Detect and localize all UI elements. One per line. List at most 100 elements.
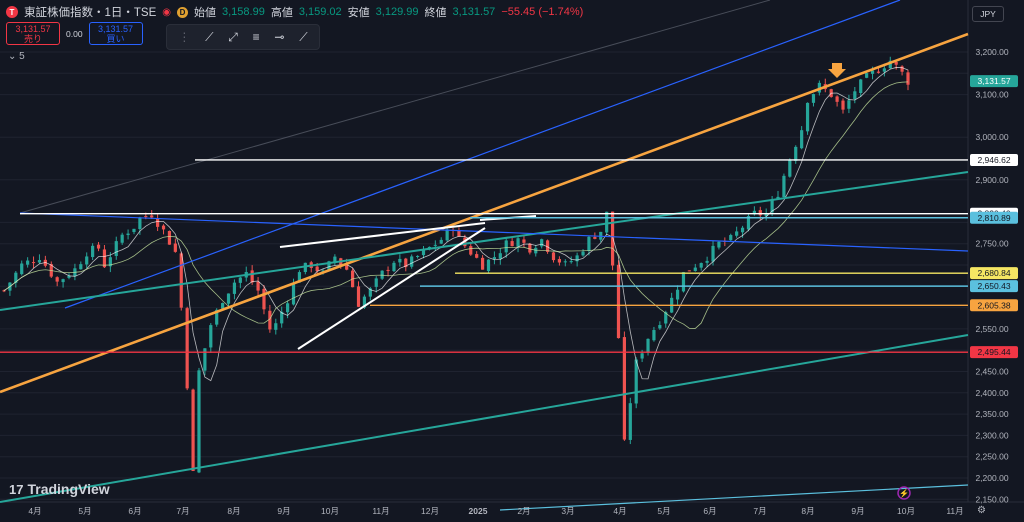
- event-marker-icon[interactable]: [897, 486, 911, 500]
- candle-body: [232, 282, 237, 294]
- blue-channel-bottom[interactable]: [499, 484, 969, 511]
- tradingview-logo[interactable]: 17 TradingView: [9, 481, 110, 497]
- candle-body: [498, 253, 502, 259]
- price-level-tag: [970, 267, 1018, 280]
- candle-body: [126, 233, 130, 236]
- candle-body: [675, 289, 680, 300]
- spread-value: 0.00: [66, 28, 83, 39]
- trend-line-icon[interactable]: ⟋: [205, 29, 214, 44]
- price-level-tag: [970, 346, 1018, 359]
- candle-body: [516, 238, 520, 247]
- candle-body: [551, 252, 556, 261]
- candle-body: [221, 303, 225, 309]
- tradingview-mark-icon: 17: [9, 481, 24, 497]
- candle-body: [605, 211, 609, 233]
- candle-body: [415, 255, 420, 257]
- horizontal-ray-icon[interactable]: ⊸: [274, 30, 285, 44]
- ray-icon[interactable]: ⤢: [228, 29, 238, 44]
- price-level-tag: [970, 299, 1018, 312]
- price-level-label: 2,810.89: [977, 213, 1010, 223]
- candle-body: [209, 325, 213, 348]
- candle-body: [782, 175, 786, 198]
- candle-body: [540, 239, 544, 247]
- candle-body: [811, 94, 816, 103]
- dividend-badge[interactable]: D: [177, 6, 188, 18]
- green-channel-upper[interactable]: [0, 171, 969, 311]
- candle-body: [640, 353, 644, 359]
- candle-body: [475, 254, 479, 258]
- drag-handle-icon[interactable]: ⋮: [178, 30, 191, 44]
- white-wedge-upper[interactable]: [279, 222, 486, 248]
- sell-label: 売り: [23, 34, 42, 44]
- candle-body: [717, 241, 721, 248]
- extended-line-icon[interactable]: ⟋: [299, 29, 308, 44]
- candle-body: [197, 370, 201, 473]
- candle-body: [735, 231, 739, 236]
- candle-body: [256, 281, 260, 291]
- candle-body: [67, 275, 71, 278]
- open-label: 始値: [194, 7, 216, 19]
- orange-trend-line[interactable]: [0, 32, 969, 394]
- x-tick-label: 10月: [897, 506, 915, 516]
- y-tick-label: 2,900.00: [975, 175, 1008, 185]
- candle-body: [764, 213, 768, 217]
- candle-body: [102, 249, 107, 268]
- sell-button[interactable]: 3,131.57 売り: [6, 22, 60, 45]
- x-tick-label: 4月: [28, 506, 41, 516]
- candle-body: [167, 230, 172, 245]
- candle-body: [628, 403, 632, 440]
- x-tick-label: 7月: [753, 506, 766, 516]
- y-tick-label: 3,200.00: [975, 47, 1008, 57]
- candle-body: [144, 216, 148, 218]
- parallel-channel-icon[interactable]: ≡: [252, 30, 260, 44]
- candle-body: [504, 240, 508, 253]
- candle-body: [20, 263, 24, 275]
- candle-body: [486, 259, 491, 272]
- currency-selector[interactable]: JPY: [972, 6, 1004, 22]
- candle-body: [191, 389, 195, 472]
- buy-price: 3,131.57: [98, 24, 134, 34]
- candle-body: [545, 240, 550, 252]
- candle-body: [693, 267, 697, 271]
- candle-body: [291, 282, 296, 305]
- candle-body: [776, 196, 780, 200]
- candle-body: [805, 102, 810, 132]
- candle-body: [752, 210, 756, 215]
- gear-icon[interactable]: ⚙: [977, 505, 986, 516]
- event-marker-glyph: ⚡: [899, 488, 909, 498]
- x-tick-label: 6月: [128, 506, 141, 516]
- candle-body: [699, 263, 703, 268]
- symbol-title[interactable]: 東証株価指数・1日・TSE: [24, 7, 157, 19]
- candle-body: [528, 243, 532, 253]
- blue-horizontal-trend[interactable]: [19, 212, 969, 252]
- candle-body: [345, 264, 349, 270]
- candle-body: [658, 325, 662, 329]
- x-tick-label: 8月: [801, 506, 814, 516]
- candle-body: [587, 236, 591, 251]
- y-tick-label: 2,350.00: [975, 409, 1008, 419]
- green-channel-lower[interactable]: [0, 334, 969, 503]
- chevron-down-icon: ⌄: [8, 51, 17, 62]
- candle-body: [800, 130, 804, 149]
- candle-body: [268, 310, 272, 330]
- x-tick-label: 4月: [613, 506, 626, 516]
- candle-body: [37, 260, 42, 263]
- gray-trend-line[interactable]: [19, 0, 771, 214]
- y-tick-label: 2,300.00: [975, 430, 1008, 440]
- candle-body: [563, 261, 567, 263]
- high-label: 高値: [270, 7, 293, 19]
- eye-icon[interactable]: ◉: [162, 6, 171, 18]
- blue-trend-line[interactable]: [64, 0, 901, 309]
- white-wedge-lower[interactable]: [297, 227, 486, 350]
- candle-body: [664, 312, 668, 324]
- y-tick-label: 3,100.00: [975, 90, 1008, 100]
- candle-body: [835, 96, 839, 102]
- indicators-toggle[interactable]: ⌄ 5: [8, 51, 25, 62]
- sell-price: 3,131.57: [15, 24, 51, 34]
- buy-button[interactable]: 3,131.57 買い: [88, 22, 143, 45]
- open-value: 3,158.99: [222, 6, 265, 18]
- candle-body: [687, 270, 691, 272]
- candle-body: [61, 279, 65, 283]
- last-price-tag: [970, 75, 1018, 88]
